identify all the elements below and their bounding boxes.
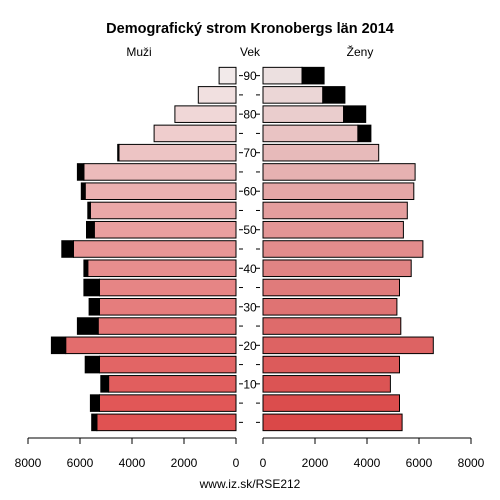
female-bar-5-9: [262, 394, 400, 412]
male-surplus-55-59: [87, 201, 91, 220]
source-footer: www.iz.sk/RSE212: [199, 477, 301, 491]
age-tick-label: 60: [243, 185, 257, 199]
male-label: Muži: [126, 45, 151, 59]
female-bar-0-4: [262, 413, 403, 432]
age-tick-label: 50: [243, 223, 257, 237]
male-x-tick-label: 8000: [15, 456, 42, 470]
male-surplus-20-24: [50, 336, 67, 355]
male-bar-55-59: [89, 201, 237, 220]
male-bar-65-69: [83, 163, 237, 181]
male-bar-90+: [218, 66, 237, 85]
male-surplus-65-69: [76, 163, 85, 181]
female-bar-45-49: [262, 240, 424, 258]
male-bar-45-49: [73, 240, 237, 258]
age-tick-label: 30: [243, 300, 257, 314]
age-tick-label: 90: [243, 69, 257, 83]
male-bar-25-29: [97, 317, 237, 335]
male-surplus-50-54: [86, 220, 95, 239]
female-bar-10-14: [262, 375, 391, 393]
female-bar-60-64: [262, 182, 415, 200]
female-bar-25-29: [262, 317, 402, 335]
female-bar-80-84: [262, 105, 345, 123]
female-bar-65-69: [262, 163, 416, 181]
male-bar-10-14: [108, 375, 237, 393]
axes-layer: 8000 0 6000 2000 4000 4000 2000 6000 0 8000 10 20 30…: [15, 69, 485, 470]
male-surplus-70-74: [117, 143, 120, 162]
female-bar-15-19: [262, 355, 400, 374]
male-bar-80-84: [174, 105, 237, 123]
female-x-tick-label: 8000: [458, 456, 485, 470]
male-bar-70-74: [118, 143, 237, 162]
female-bar-90+: [262, 66, 303, 85]
female-bar-20-24: [262, 336, 434, 355]
female-surplus-85-89: [322, 86, 346, 104]
male-x-tick-label: 4000: [119, 456, 146, 470]
male-bar-35-39: [99, 278, 237, 297]
female-x-tick-label: 2000: [302, 456, 329, 470]
male-bar-15-19: [99, 355, 237, 374]
male-surplus-30-34: [88, 298, 100, 316]
male-bar-0-4: [96, 413, 237, 432]
female-bar-85-89: [262, 86, 324, 104]
female-x-tick-label: 6000: [406, 456, 433, 470]
female-bar-50-54: [262, 220, 404, 239]
male-bar-20-24: [65, 336, 237, 355]
male-surplus-35-39: [83, 278, 101, 297]
female-bar-55-59: [262, 201, 408, 220]
male-x-tick-label: 0: [233, 456, 240, 470]
female-bar-75-79: [262, 124, 359, 143]
bars-layer: [50, 66, 434, 432]
male-bar-5-9: [99, 394, 237, 412]
female-surplus-80-84: [343, 105, 367, 123]
age-label: Vek: [240, 45, 261, 59]
age-tick-label: 10: [243, 377, 257, 391]
female-bar-70-74: [262, 143, 380, 162]
age-tick-label: 70: [243, 146, 257, 160]
male-bar-30-34: [99, 298, 237, 316]
male-surplus-15-19: [84, 355, 100, 374]
female-surplus-90+: [301, 66, 325, 85]
male-bar-85-89: [197, 86, 237, 104]
female-label: Ženy: [347, 44, 374, 59]
male-x-tick-label: 2000: [171, 456, 198, 470]
female-bar-30-34: [262, 298, 398, 316]
chart-title: Demografický strom Kronobergs län 2014: [106, 21, 394, 37]
male-surplus-60-64: [80, 182, 86, 200]
male-surplus-10-14: [100, 375, 110, 393]
male-x-tick-label: 6000: [67, 456, 94, 470]
female-x-tick-label: 0: [260, 456, 267, 470]
female-x-tick-label: 4000: [354, 456, 381, 470]
age-tick-label: 40: [243, 262, 257, 276]
male-bar-50-54: [93, 220, 237, 239]
female-bar-35-39: [262, 278, 400, 297]
age-tick-label: 20: [243, 339, 257, 353]
female-surplus-75-79: [357, 124, 372, 143]
female-bar-40-44: [262, 259, 412, 278]
male-surplus-25-29: [76, 317, 99, 335]
male-surplus-5-9: [89, 394, 101, 412]
male-surplus-45-49: [61, 240, 74, 258]
male-surplus-0-4: [91, 413, 98, 432]
male-bar-60-64: [84, 182, 237, 200]
male-bar-75-79: [153, 124, 237, 143]
male-bar-40-44: [87, 259, 237, 278]
male-surplus-40-44: [83, 259, 89, 278]
age-tick-label: 80: [243, 108, 257, 122]
